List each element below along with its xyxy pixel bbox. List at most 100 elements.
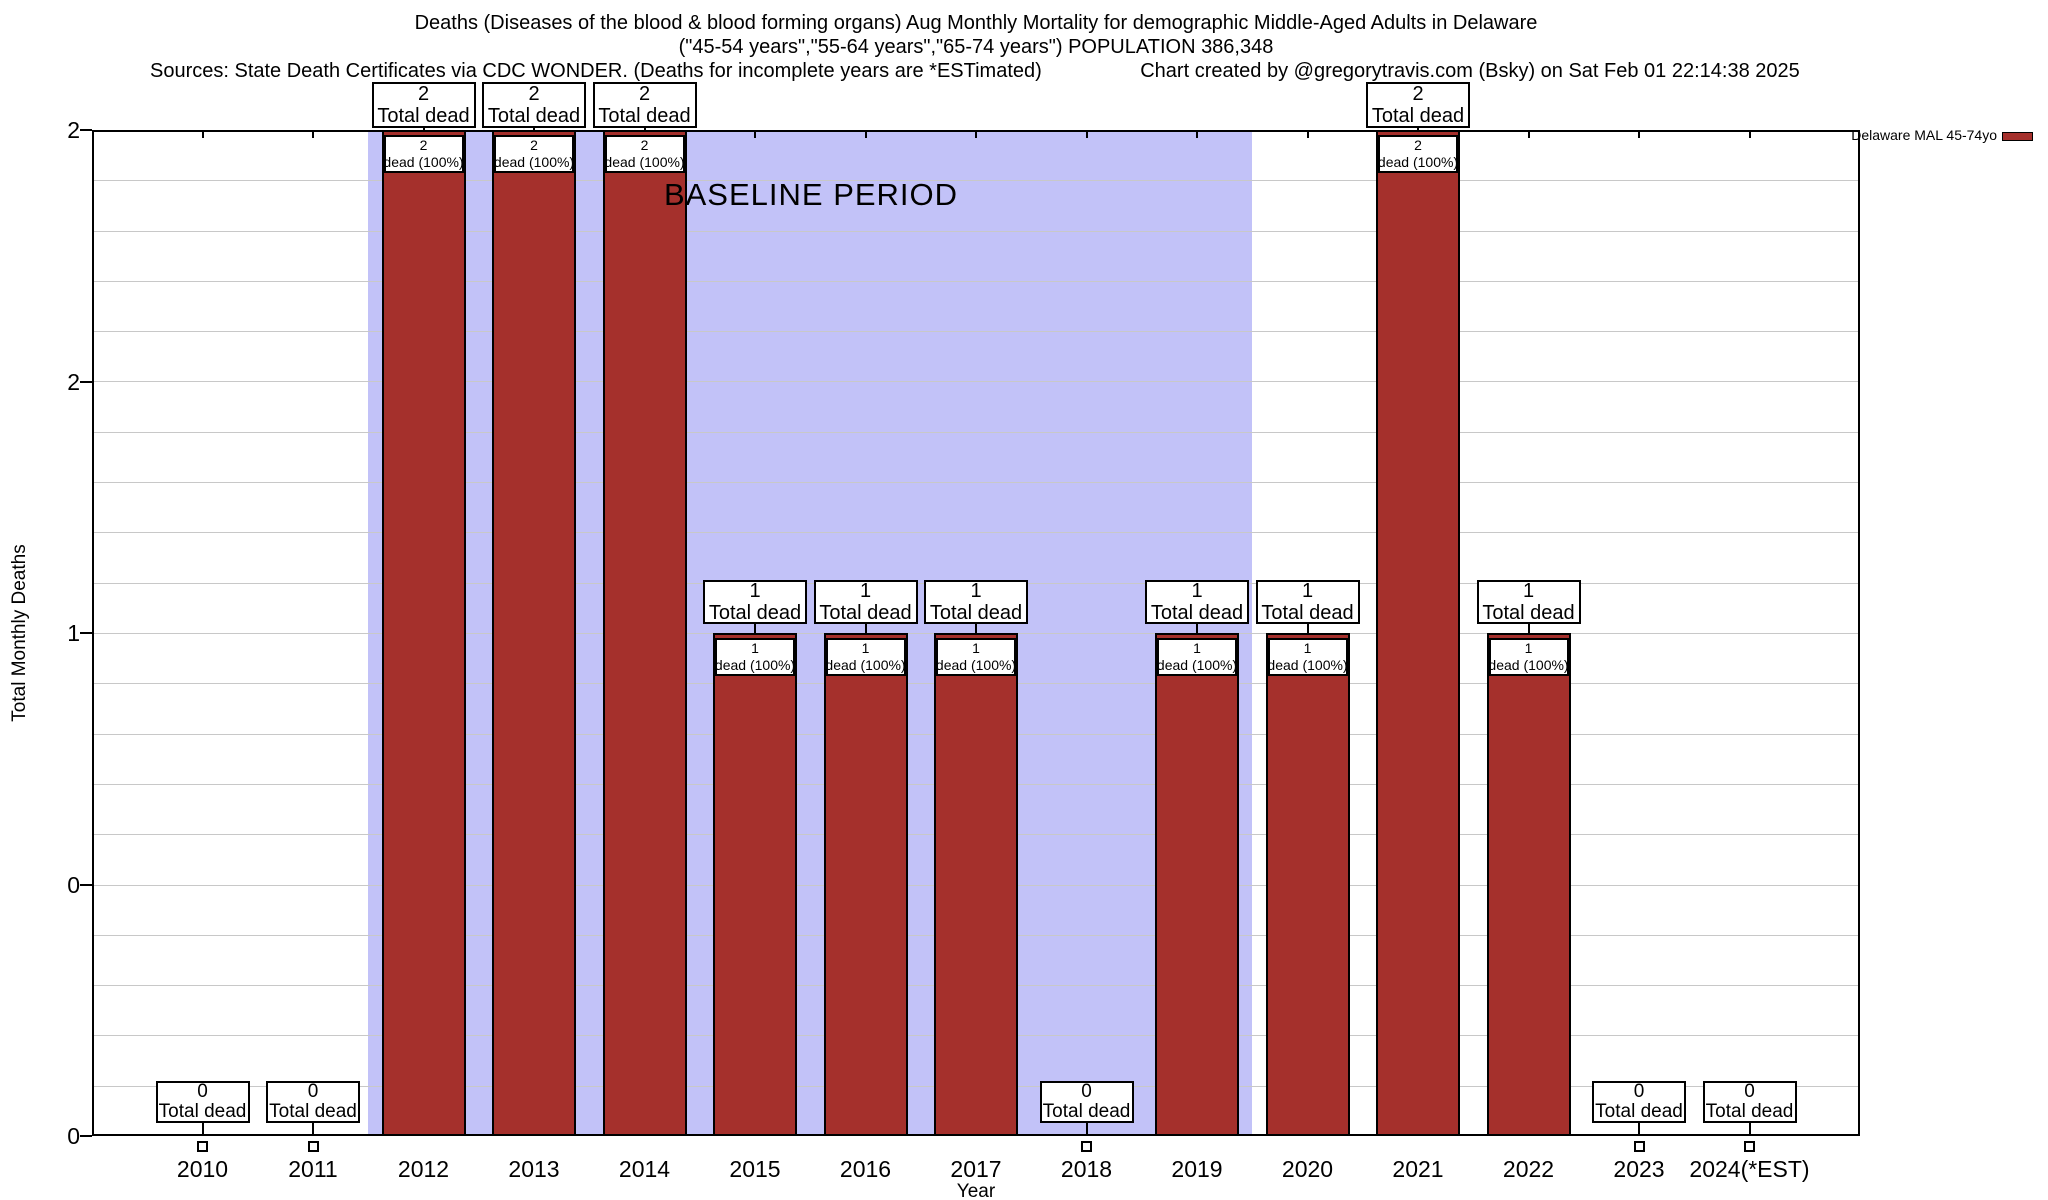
- dead-count: 1: [861, 640, 870, 656]
- total-dead-label: Total dead: [1595, 1101, 1683, 1122]
- bar: [823, 633, 908, 1136]
- x-tick-label: 2010: [176, 1156, 229, 1182]
- dead-pct-box: 2 dead (100%): [1378, 135, 1458, 173]
- legend-label: Delaware MAL 45-74yo: [1851, 127, 1997, 143]
- total-dead-label: Total dead: [708, 602, 802, 624]
- dead-pct-box: 2 dead (100%): [494, 135, 574, 173]
- y-axis-tickmark: [80, 129, 92, 131]
- annotation-connector: [201, 1123, 204, 1134]
- total-dead-count: 1: [1522, 580, 1535, 602]
- total-dead-count: 2: [417, 83, 430, 105]
- dead-pct-label: dead (100%): [825, 657, 906, 673]
- total-dead-box: 1 Total dead: [924, 580, 1028, 624]
- dead-count: 2: [530, 137, 538, 153]
- dead-pct-box: 1 dead (100%): [825, 638, 906, 676]
- total-dead-box: 2 Total dead: [371, 82, 476, 128]
- chart-title: Deaths (Diseases of the blood & blood fo…: [414, 12, 1538, 34]
- annotation-connector: [1638, 1123, 1640, 1134]
- total-dead-box: 0 Total dead: [1039, 1081, 1134, 1123]
- dead-pct-box: 1 dead (100%): [715, 638, 795, 676]
- gridline: [94, 532, 1858, 533]
- annotation-connector: [1306, 624, 1309, 633]
- dead-count: 2: [419, 137, 428, 153]
- total-dead-count: 2: [1412, 83, 1424, 105]
- y-tick-label: 2: [67, 117, 80, 143]
- dead-pct-label: dead (100%): [1488, 657, 1569, 673]
- total-dead-count: 1: [749, 580, 761, 602]
- x-tick-label: 2017: [950, 1156, 1002, 1182]
- gridline: [94, 432, 1858, 433]
- total-dead-box: 1 Total dead: [1145, 580, 1249, 624]
- total-dead-box: 0 Total dead: [1702, 1081, 1797, 1123]
- zero-marker: [307, 1141, 319, 1152]
- total-dead-label: Total dead: [1261, 602, 1354, 624]
- annotation-connector: [1748, 1123, 1751, 1134]
- top-axis-tickmark: [1306, 130, 1309, 138]
- y-tick-label: 0: [67, 1123, 80, 1149]
- legend-swatch: [2002, 132, 2033, 141]
- top-axis-tickmark: [1748, 130, 1751, 138]
- zero-marker: [1081, 1141, 1092, 1152]
- total-dead-count: 1: [1301, 580, 1314, 602]
- total-dead-label: Total dead: [819, 602, 912, 624]
- total-dead-label: Total dead: [487, 105, 581, 127]
- total-dead-count: 1: [970, 580, 982, 602]
- x-tick-label: 2019: [1171, 1156, 1223, 1182]
- top-axis-tickmark: [1527, 130, 1530, 138]
- zero-marker: [197, 1141, 208, 1152]
- dead-pct-label: dead (100%): [493, 154, 575, 170]
- y-axis-tickmark: [80, 380, 92, 383]
- bar: [1155, 633, 1239, 1136]
- total-dead-count: 0: [1081, 1081, 1092, 1102]
- total-dead-box: 1 Total dead: [813, 580, 918, 624]
- top-axis-tickmark: [1085, 130, 1088, 138]
- dead-count: 1: [1524, 640, 1533, 656]
- annotation-connector: [1527, 624, 1530, 633]
- total-dead-count: 1: [1191, 580, 1203, 602]
- bar: [1486, 633, 1571, 1136]
- x-tick-label: 2013: [508, 1156, 560, 1182]
- bar: [381, 130, 466, 1136]
- bar: [1265, 633, 1350, 1136]
- y-axis-label: Total Monthly Deaths: [9, 544, 30, 722]
- gridline: [94, 331, 1858, 332]
- dead-count: 2: [640, 137, 649, 153]
- dead-pct-label: dead (100%): [714, 657, 796, 673]
- gridline: [94, 482, 1858, 483]
- dead-pct-label: dead (100%): [935, 657, 1017, 673]
- dead-pct-box: 1 dead (100%): [1267, 638, 1348, 676]
- total-dead-count: 2: [528, 83, 540, 105]
- annotation-connector: [643, 128, 646, 130]
- total-dead-label: Total dead: [1042, 1101, 1131, 1122]
- top-axis-tickmark: [754, 130, 756, 138]
- total-dead-box: 1 Total dead: [1255, 580, 1360, 624]
- gridline: [94, 381, 1858, 382]
- total-dead-label: Total dead: [1482, 602, 1575, 624]
- total-dead-label: Total dead: [1371, 105, 1465, 127]
- total-dead-count: 0: [197, 1081, 208, 1102]
- total-dead-box: 0 Total dead: [1592, 1081, 1686, 1123]
- top-axis-tickmark: [1638, 130, 1640, 138]
- dead-count: 1: [751, 640, 759, 656]
- total-dead-count: 0: [1744, 1081, 1755, 1102]
- dead-pct-box: 2 dead (100%): [383, 135, 464, 173]
- top-axis-tickmark: [975, 130, 977, 138]
- y-axis-tickmark: [80, 883, 92, 886]
- total-dead-count: 0: [1633, 1081, 1645, 1102]
- x-axis-label: Year: [956, 1181, 996, 1200]
- annotation-connector: [1085, 1123, 1088, 1134]
- chart-source-note: Sources: State Death Certificates via CD…: [150, 60, 1042, 82]
- annotation-connector: [975, 624, 977, 633]
- x-tick-label: 2024(*EST): [1689, 1156, 1810, 1182]
- total-dead-count: 1: [859, 580, 872, 602]
- x-tick-label: 2020: [1281, 1156, 1334, 1182]
- total-dead-label: Total dead: [158, 1101, 247, 1122]
- x-tick-label: 2014: [618, 1156, 671, 1182]
- x-tick-label: 2016: [839, 1156, 892, 1182]
- dead-pct-label: dead (100%): [383, 154, 464, 170]
- annotation-connector: [422, 128, 425, 130]
- y-tick-label: 0: [67, 871, 80, 898]
- dead-pct-box: 1 dead (100%): [1488, 638, 1569, 676]
- annotation-connector: [533, 128, 535, 130]
